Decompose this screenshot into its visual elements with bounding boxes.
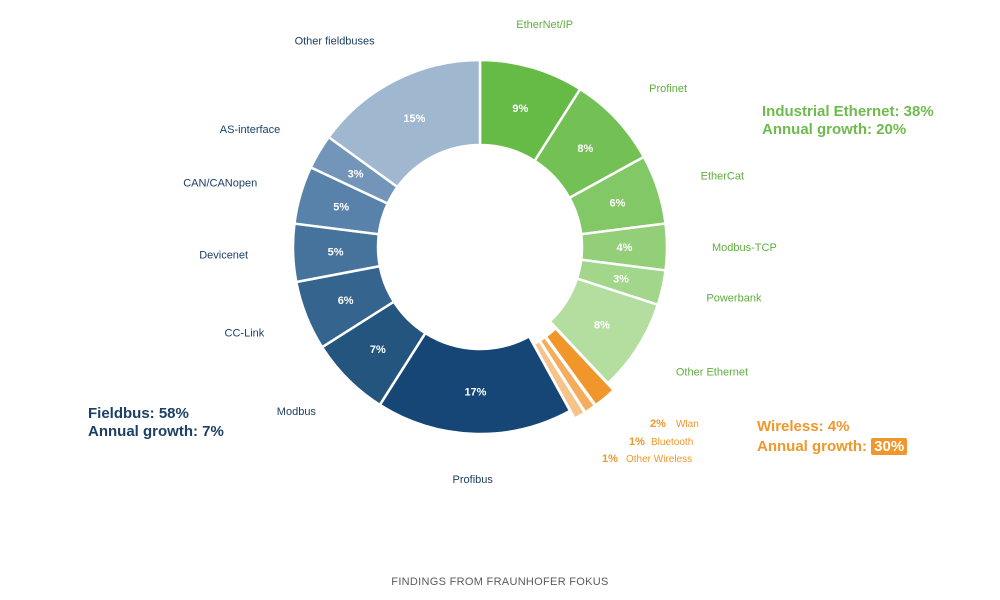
name-label-modbus-tcp: Modbus-TCP <box>712 242 777 254</box>
donut-slices <box>291 58 669 436</box>
value-label-ethernet-ip: 9% <box>512 103 528 115</box>
wireless-summary: Wireless: 4% Annual growth: 30% <box>757 418 908 456</box>
name-label-modbus: Modbus <box>277 406 317 418</box>
name-label-profibus: Profibus <box>453 474 494 486</box>
value-label-powerbank: 3% <box>613 274 629 286</box>
value-label-ethercat: 6% <box>609 197 625 209</box>
value-label-bluetooth: 1% <box>629 436 645 448</box>
value-label-as-interface: 3% <box>348 168 364 180</box>
ethernet-share-text: Industrial Ethernet: 38% <box>762 103 934 120</box>
source-caption: FINDINGS FROM FRAUNHOFER FOKUS <box>391 576 609 588</box>
name-label-devicenet: Devicenet <box>199 249 248 261</box>
name-label-wlan: Wlan <box>676 419 699 430</box>
name-label-profinet: Profinet <box>649 83 687 95</box>
slice-profibus <box>378 331 572 436</box>
name-label-as-interface: AS-interface <box>220 124 281 136</box>
name-label-can-canopen: CAN/CANopen <box>183 177 257 189</box>
name-label-ethercat: EtherCat <box>701 170 744 182</box>
value-label-modbus: 7% <box>370 344 386 356</box>
wireless-growth-line: Annual growth: 30% <box>757 438 908 456</box>
slice-value-labels: 9% 8% 6% 4% 3% 8% 2% 1% 1% 17% 7% 6% 5% 5% 3% 15% <box>328 103 667 465</box>
value-label-modbus-tcp: 4% <box>617 242 633 254</box>
value-label-other-ethernet: 8% <box>594 319 610 331</box>
value-label-other-fieldbuses: 15% <box>403 113 425 125</box>
value-label-other-wireless: 1% <box>602 453 618 465</box>
ethernet-growth-text: Annual growth: 20% <box>762 121 907 138</box>
value-label-wlan: 2% <box>650 418 666 430</box>
name-label-cc-link: CC-Link <box>225 327 265 339</box>
name-label-powerbank: Powerbank <box>706 293 762 305</box>
value-label-cc-link: 6% <box>338 295 354 307</box>
name-label-other-ethernet: Other Ethernet <box>676 366 748 378</box>
name-label-bluetooth: Bluetooth <box>651 437 693 448</box>
slice-other-fieldbuses <box>326 58 482 189</box>
wireless-share-text: Wireless: 4% <box>757 418 850 435</box>
fieldbus-share-text: Fieldbus: 58% <box>88 405 189 422</box>
value-label-can-canopen: 5% <box>333 202 349 214</box>
fieldbus-growth-text: Annual growth: 7% <box>88 423 224 440</box>
slice-name-labels: EtherNet/IP Profinet EtherCat Modbus-TCP Pow… <box>183 19 777 486</box>
ethernet-summary: Industrial Ethernet: 38% Annual growth: … <box>762 103 934 139</box>
value-label-profinet: 8% <box>577 143 593 155</box>
fieldbus-summary: Fieldbus: 58% Annual growth: 7% <box>88 405 224 441</box>
name-label-other-fieldbuses: Other fieldbuses <box>295 35 376 47</box>
value-label-profibus: 17% <box>464 386 486 398</box>
name-label-other-wireless: Other Wireless <box>626 454 692 465</box>
name-label-ethernet-ip: EtherNet/IP <box>516 19 573 31</box>
wireless-growth-badge: 30% <box>871 438 908 455</box>
value-label-devicenet: 5% <box>328 247 344 259</box>
wireless-growth-label: Annual growth: <box>757 438 867 455</box>
